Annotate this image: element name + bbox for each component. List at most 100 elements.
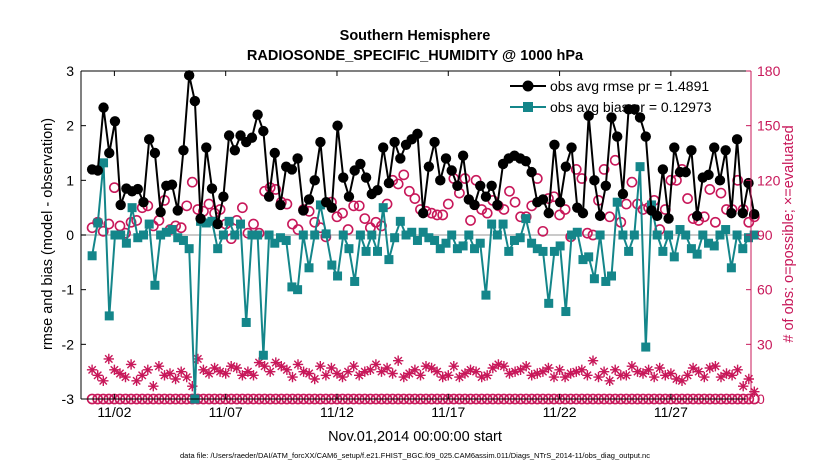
rmse-point bbox=[166, 179, 178, 190]
bias-point bbox=[567, 230, 577, 240]
y-right-tick-label: 150 bbox=[757, 118, 781, 134]
rmse-point bbox=[178, 145, 189, 156]
rmse-point bbox=[104, 147, 115, 159]
bias-point bbox=[749, 230, 759, 240]
rmse-point bbox=[748, 209, 760, 220]
obs-evaluated-point bbox=[470, 366, 482, 377]
legend-rmse-marker bbox=[522, 80, 534, 92]
obs-possible-point bbox=[292, 224, 304, 235]
obs-evaluated-point bbox=[142, 364, 153, 375]
bias-point bbox=[675, 225, 685, 235]
obs-possible-point bbox=[353, 200, 365, 212]
obs-possible-point bbox=[331, 211, 343, 223]
bias-point bbox=[549, 246, 559, 256]
obs-possible-point bbox=[342, 224, 354, 235]
obs-possible-point bbox=[153, 215, 165, 226]
bias-point bbox=[681, 230, 691, 240]
obs-possible-point bbox=[559, 204, 571, 215]
bias-point bbox=[338, 230, 348, 240]
bias-point bbox=[344, 244, 354, 254]
obs-possible-point bbox=[598, 163, 610, 175]
bias-point bbox=[527, 238, 537, 248]
rmse-point bbox=[486, 180, 497, 191]
obs-possible-point bbox=[476, 204, 488, 215]
rmse-point bbox=[275, 199, 286, 211]
obs-evaluated-point bbox=[526, 370, 537, 381]
obs-evaluated-point bbox=[454, 371, 465, 383]
obs-possible-point bbox=[359, 213, 371, 224]
rmse-point bbox=[589, 175, 600, 186]
obs-evaluated-point bbox=[287, 371, 298, 383]
bias-point bbox=[161, 227, 171, 237]
bias-point bbox=[281, 235, 291, 245]
obs-evaluated-point bbox=[676, 375, 688, 386]
obs-evaluated-point bbox=[354, 370, 365, 381]
obs-evaluated-point bbox=[159, 370, 170, 381]
obs-evaluated-point bbox=[309, 373, 320, 385]
obs-possible-point bbox=[504, 185, 515, 197]
rmse-point bbox=[115, 199, 126, 211]
bias-point bbox=[207, 216, 217, 226]
bias-point bbox=[515, 233, 525, 243]
obs-evaluated-point bbox=[504, 368, 515, 379]
obs-evaluated-point bbox=[365, 364, 376, 375]
obs-possible-point bbox=[682, 193, 693, 204]
obs-possible-point bbox=[309, 216, 321, 228]
obs-possible-point bbox=[570, 163, 582, 175]
rmse-point bbox=[189, 95, 201, 107]
obs-evaluated-point bbox=[337, 371, 348, 383]
legend-bias-marker bbox=[523, 102, 533, 112]
bias-point bbox=[298, 230, 308, 240]
obs-evaluated-point bbox=[181, 371, 192, 383]
obs-evaluated-point bbox=[426, 362, 437, 374]
rmse-point bbox=[520, 156, 532, 167]
obs-possible-point bbox=[554, 209, 565, 221]
rmse-point bbox=[212, 218, 223, 230]
obs-possible-point bbox=[175, 222, 187, 234]
series-bias bbox=[87, 158, 759, 404]
rmse-point bbox=[206, 183, 218, 194]
obs-evaluated-point bbox=[331, 368, 343, 379]
obs-evaluated-point bbox=[187, 381, 198, 392]
obs-evaluated-point bbox=[237, 370, 248, 381]
obs-evaluated-point bbox=[176, 366, 187, 377]
rmse-point bbox=[703, 169, 714, 181]
obs-evaluated-point bbox=[571, 366, 582, 377]
obs-evaluated-point bbox=[170, 373, 181, 385]
obs-possible-point bbox=[348, 200, 360, 212]
rmse-point bbox=[560, 161, 572, 172]
y-right-tick-label: 30 bbox=[757, 336, 773, 352]
obs-possible-point bbox=[181, 200, 193, 212]
rmse-point bbox=[98, 102, 109, 113]
rmse-point bbox=[389, 136, 400, 148]
obs-evaluated-point bbox=[398, 371, 409, 383]
obs-possible-point bbox=[509, 196, 521, 208]
rmse-point bbox=[155, 206, 166, 218]
rmse-point bbox=[452, 180, 463, 191]
bias-point bbox=[709, 241, 719, 251]
obs-possible-point bbox=[203, 198, 215, 210]
bias-point bbox=[464, 230, 474, 240]
bias-point bbox=[441, 238, 451, 248]
rmse-point bbox=[583, 110, 594, 122]
bias-point bbox=[470, 244, 480, 254]
bias-point bbox=[116, 230, 126, 240]
rmse-point bbox=[92, 165, 104, 176]
obs-possible-point bbox=[442, 198, 454, 210]
obs-evaluated-point bbox=[342, 366, 354, 377]
rmse-point bbox=[355, 158, 366, 170]
obs-possible-point bbox=[709, 216, 721, 228]
bias-point bbox=[310, 230, 320, 240]
obs-evaluated-point bbox=[749, 386, 760, 397]
y-right-tick-label: 120 bbox=[757, 172, 781, 188]
bias-point bbox=[270, 238, 280, 248]
obs-possible-point bbox=[97, 225, 109, 237]
y-tick-label: 0 bbox=[66, 227, 74, 243]
bias-point bbox=[544, 298, 554, 308]
obs-evaluated-point bbox=[693, 366, 704, 377]
rmse-point bbox=[686, 145, 697, 156]
x-tick-label: 11/02 bbox=[97, 404, 131, 420]
rmse-point bbox=[634, 112, 646, 123]
obs-evaluated-point bbox=[582, 370, 593, 381]
obs-evaluated-point bbox=[521, 361, 532, 372]
